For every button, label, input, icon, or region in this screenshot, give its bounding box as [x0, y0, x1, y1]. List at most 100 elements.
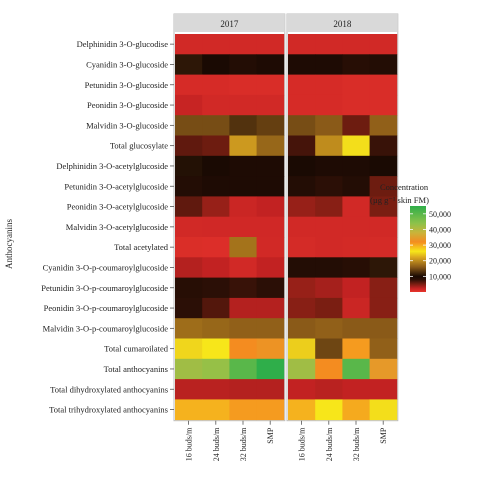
heatmap-cell — [288, 358, 316, 380]
heatmap-cell — [288, 155, 316, 177]
heatmap-cell — [342, 54, 370, 75]
heatmap-cell — [315, 297, 343, 319]
heatmap-cell — [202, 277, 230, 299]
heatmap-panels: 2017 2018 — [173, 13, 399, 422]
heatmap-cell — [342, 155, 370, 177]
heatmap-cell — [369, 297, 398, 319]
heatmap-cell — [229, 338, 257, 360]
heatmap-cell — [288, 318, 316, 339]
heatmap-cell — [229, 379, 257, 400]
heatmap-cell — [342, 277, 370, 299]
heatmap-cell — [288, 196, 316, 218]
heatmap-cell — [342, 237, 370, 258]
heatmap-cell — [229, 277, 257, 299]
heatmap-cell — [369, 54, 398, 75]
heatmap-cell — [175, 358, 203, 380]
heatmap-cell — [202, 115, 230, 136]
heatmap-cell — [369, 196, 398, 218]
heatmap-cell — [315, 74, 343, 96]
column-label: 32 buds/m — [239, 427, 248, 461]
column-label: 16 buds/m — [298, 427, 307, 461]
heatmap-cell — [202, 34, 230, 55]
row-label: Delphinidin 3-O-acetylglucoside — [56, 161, 168, 171]
heatmap-cell — [256, 34, 285, 55]
heatmap-cell — [175, 155, 203, 177]
heatmap-cell — [175, 135, 203, 157]
heatmap-cell — [202, 399, 230, 421]
heatmap-cell — [315, 216, 343, 238]
row-label: Petunidin 3-O-glucoside — [85, 80, 169, 90]
row-label: Cyanidin 3-O-glucoside — [86, 59, 168, 69]
heatmap-cell — [315, 338, 343, 360]
heatmap-cell — [315, 379, 343, 400]
heatmap-cell — [369, 338, 398, 360]
heatmap-cell — [369, 399, 398, 421]
heatmap-cell — [288, 176, 316, 197]
heatmap-cell — [175, 318, 203, 339]
heatmap-cell — [229, 318, 257, 339]
column-labels: 16 buds/m 24 buds/m 32 buds/m SMP 16 buds/m 2… — [185, 420, 388, 461]
heatmap-cell — [315, 54, 343, 75]
heatmap-cell — [315, 115, 343, 136]
heatmap-cell — [369, 94, 398, 116]
heatmap-cell — [256, 74, 285, 96]
heatmap-cell — [229, 74, 257, 96]
heatmap-cell — [315, 196, 343, 218]
heatmap-cell — [342, 338, 370, 360]
heatmap-cell — [288, 277, 316, 299]
row-label: Total anthocyanins — [104, 364, 168, 374]
heatmap-cell — [342, 196, 370, 218]
heatmap-cell — [175, 176, 203, 197]
heatmap-cell — [315, 237, 343, 258]
heatmap-cell — [175, 379, 203, 400]
legend-tick-label: 50,000 — [429, 210, 451, 219]
heatmap-cell — [175, 74, 203, 96]
heatmap-cell — [315, 318, 343, 339]
heatmap-cell — [256, 115, 285, 136]
legend-ticks: 50,000 40,000 30,000 20,000 10,000 — [410, 210, 451, 281]
row-label: Cyanidin 3-O-p-coumaroylglucoside — [43, 262, 169, 272]
heatmap-cell — [202, 379, 230, 400]
heatmap-cell — [202, 74, 230, 96]
heatmap-cell — [256, 399, 285, 421]
row-label: Delphinidin 3-O-glucodise — [77, 39, 169, 49]
legend-tick-label: 40,000 — [429, 225, 451, 234]
heatmap-cell — [202, 358, 230, 380]
panel-strip — [174, 14, 285, 32]
legend-tick-label: 30,000 — [429, 241, 451, 250]
heatmap-cell — [369, 176, 398, 197]
heatmap-cell — [202, 257, 230, 278]
heatmap-cell — [256, 155, 285, 177]
legend-tick-label: 10,000 — [429, 272, 451, 281]
heatmap-cell — [288, 74, 316, 96]
row-label: Malvidin 3-O-acetylglucoside — [66, 222, 168, 232]
row-labels: Delphinidin 3-O-glucodise Cyanidin 3-O-gl… — [41, 39, 174, 415]
heatmap-cell — [256, 135, 285, 157]
row-label: Total dihydroxylated anthocyanins — [50, 384, 168, 394]
heatmap-cell — [175, 94, 203, 116]
heatmap-cell — [229, 34, 257, 55]
heatmap-cell — [288, 94, 316, 116]
row-label: Malvidin 3-O-glucoside — [86, 120, 168, 130]
heatmap-cell — [369, 34, 398, 55]
heatmap-cell — [256, 338, 285, 360]
heatmap-cell — [229, 176, 257, 197]
heatmap-cell — [256, 176, 285, 197]
heatmap-cell — [202, 216, 230, 238]
legend-title-line2: (µg g⁻¹ skin FM) — [370, 195, 429, 205]
heatmap-cell — [256, 216, 285, 238]
heatmap-cell — [256, 54, 285, 75]
panel-title: 2017 — [220, 19, 239, 29]
heatmap-cell — [342, 399, 370, 421]
heatmap-cell — [315, 358, 343, 380]
row-label: Total trihydroxylated anthocyanins — [49, 405, 168, 415]
heatmap-cell — [256, 257, 285, 278]
y-axis-title: Anthocyanins — [4, 219, 14, 269]
column-label: 24 buds/m — [325, 427, 334, 461]
legend-tick-label: 20,000 — [429, 257, 451, 266]
heatmap-cell — [202, 155, 230, 177]
heatmap-cell — [229, 399, 257, 421]
heatmap-cell — [175, 237, 203, 258]
heatmap-cell — [369, 277, 398, 299]
heatmap-cell — [315, 176, 343, 197]
